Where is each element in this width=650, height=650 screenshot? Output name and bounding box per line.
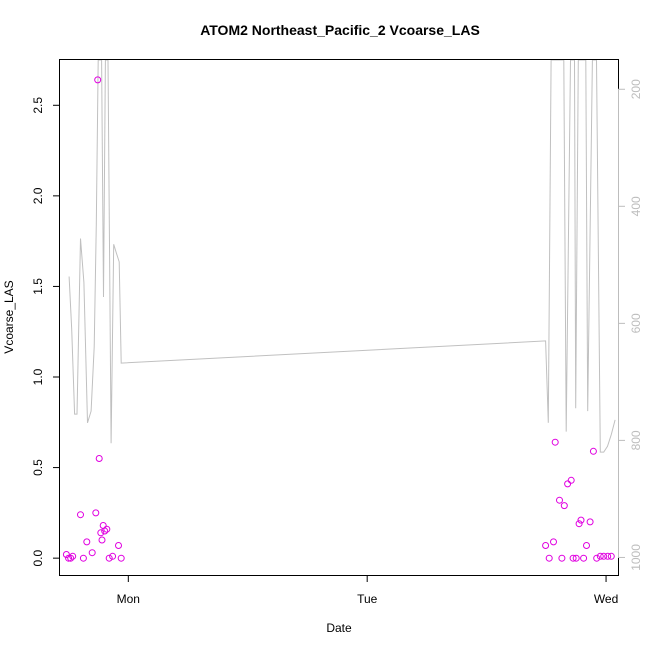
secondary-y-axis: 200 400 600 800 1000 [618, 79, 643, 571]
secondary-y-tick-label: 400 [629, 196, 643, 216]
data-point [600, 552, 608, 560]
data-point [109, 552, 117, 560]
y-tick-label: 2.0 [31, 187, 45, 204]
data-point [88, 549, 96, 557]
data-point [604, 552, 612, 560]
data-point [569, 554, 577, 562]
secondary-series-line [68, 60, 616, 453]
data-point [77, 511, 84, 519]
data-point [542, 542, 550, 549]
data-point [92, 509, 100, 517]
data-point [558, 554, 566, 562]
data-point [67, 554, 75, 562]
data-point [94, 76, 102, 84]
data-point [95, 455, 103, 462]
x-axis-label: Date [326, 621, 352, 635]
data-point [550, 538, 557, 546]
data-point [101, 527, 109, 535]
data-point [545, 554, 553, 562]
data-point [583, 542, 590, 549]
secondary-series-line-layer [68, 60, 616, 453]
x-tick-label: Wed [594, 592, 618, 606]
y-axis-label: Vcoarse_LAS [2, 280, 16, 353]
data-point [103, 525, 111, 533]
data-point [79, 554, 87, 562]
data-point [117, 554, 125, 562]
data-point [567, 476, 575, 484]
x-tick-label: Mon [117, 592, 140, 606]
data-point [586, 518, 594, 526]
x-axis: Mon Tue Wed [117, 575, 618, 606]
secondary-y-tick-label: 200 [629, 79, 643, 99]
data-point [589, 447, 597, 455]
data-point [564, 480, 572, 488]
secondary-y-tick-label: 600 [629, 313, 643, 333]
data-point [83, 538, 91, 546]
data-point [577, 516, 585, 524]
data-point [105, 554, 113, 562]
data-point [596, 552, 604, 560]
chart-title: ATOM2 Northeast_Pacific_2 Vcoarse_LAS [200, 22, 480, 38]
scatter-point-layer [62, 76, 615, 562]
data-point [607, 552, 615, 560]
data-point [62, 551, 70, 558]
y-tick-label: 0.0 [31, 549, 45, 566]
data-point [556, 496, 563, 504]
data-point [98, 536, 106, 544]
secondary-y-tick-label: 800 [629, 430, 643, 450]
y-tick-label: 1.0 [31, 368, 45, 385]
data-point [551, 438, 559, 446]
data-point [69, 552, 77, 560]
data-point [97, 529, 105, 537]
y-tick-label: 1.5 [31, 278, 45, 295]
y-axis: 0.0 0.5 1.0 1.5 2.0 2.5 [31, 97, 60, 566]
data-point [572, 554, 580, 562]
data-point [575, 520, 583, 528]
data-point [115, 542, 122, 549]
data-point [593, 554, 601, 562]
plot-area [59, 59, 619, 576]
secondary-y-tick-label: 1000 [629, 544, 643, 571]
y-tick-label: 0.5 [31, 459, 45, 476]
x-tick-label: Tue [357, 592, 378, 606]
data-point [65, 554, 73, 562]
y-tick-label: 2.5 [31, 97, 45, 114]
data-point [580, 554, 588, 562]
data-point [560, 502, 568, 510]
